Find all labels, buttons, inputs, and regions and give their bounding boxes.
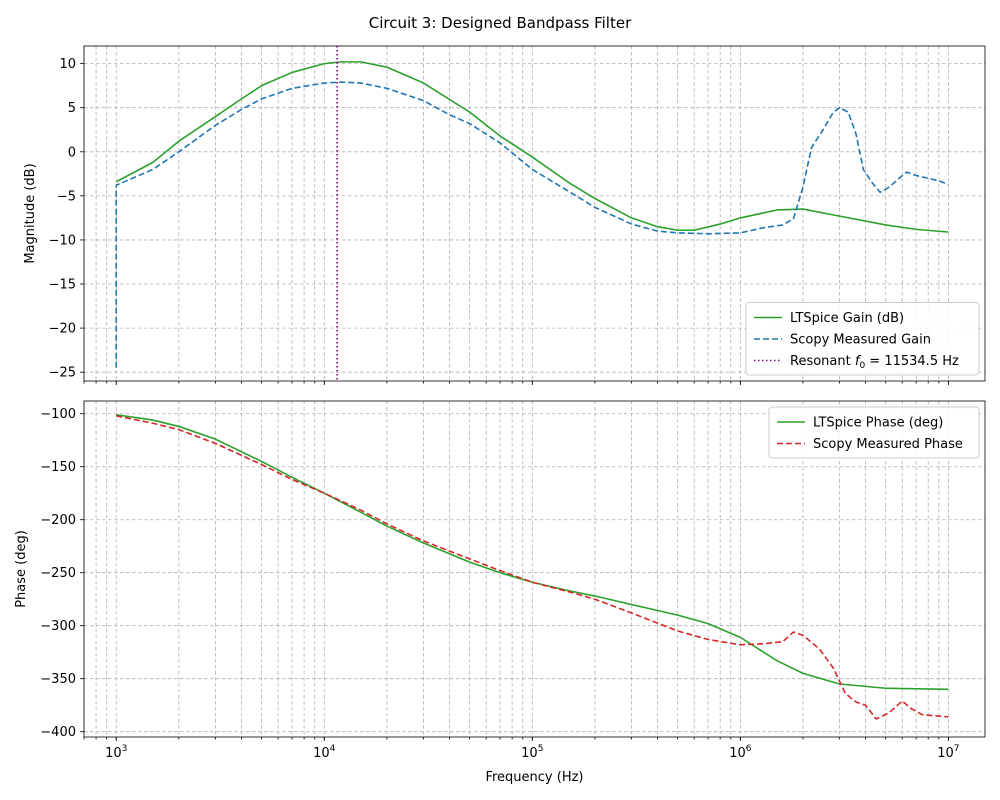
series-line-1	[116, 415, 949, 720]
figure-title: Circuit 3: Designed Bandpass Filter	[369, 14, 632, 32]
x-tick-label: 107	[937, 744, 959, 761]
x-tick-label: 104	[313, 744, 336, 761]
y-tick-label: 10	[59, 57, 76, 72]
legend-label: LTSpice Gain (dB)	[790, 311, 904, 326]
series-line-0	[115, 61, 949, 233]
y-tick-label: −250	[40, 566, 76, 581]
legend-box	[745, 302, 980, 376]
series-line-0	[116, 413, 949, 691]
y-tick-label: −100	[40, 407, 76, 422]
x-tick-label: 106	[729, 744, 752, 761]
y-tick-label: −300	[40, 619, 76, 634]
y-tick-label: −350	[40, 672, 76, 687]
y-tick-label: −5	[57, 189, 76, 204]
x-tick-label: 105	[521, 744, 543, 761]
y-tick-label: −25	[49, 366, 76, 381]
x-tick-label: 103	[105, 744, 127, 761]
legend: LTSpice Gain (dB) Scopy Measured Gain Reso…	[745, 302, 980, 376]
legend-label: Resonant f0 = 11534.5 Hz	[790, 354, 959, 371]
legend-label: Scopy Measured Phase	[813, 437, 963, 452]
y-tick-label: 5	[68, 101, 76, 116]
series-line-1	[115, 81, 949, 368]
y-tick-label: 0	[68, 145, 76, 160]
y-tick-label: −15	[49, 278, 76, 293]
legend-label: LTSpice Phase (deg)	[813, 416, 943, 431]
y-tick-label: −150	[40, 460, 76, 475]
phase-plot: −100 −150 −200 −250 −300 −350 −400 103 104 105 106…	[14, 400, 986, 785]
y-tick-label: −20	[49, 322, 76, 337]
y-tick-label: −200	[40, 513, 76, 528]
y-tick-label: −400	[40, 725, 76, 740]
y-axis-label: Phase (deg)	[14, 530, 29, 608]
x-axis-label: Frequency (Hz)	[485, 770, 583, 785]
legend-label: Scopy Measured Gain	[790, 333, 931, 348]
axes-frame	[83, 45, 986, 382]
axes-frame	[83, 400, 986, 738]
legend-box	[768, 406, 980, 459]
magnitude-plot: 10 5 0 −5 −10 −15 −20 −25 Magnitude (dB) LTSpice …	[23, 45, 986, 385]
y-axis-label: Magnitude (dB)	[23, 163, 38, 263]
legend: LTSpice Phase (deg) Scopy Measured Phase	[768, 406, 980, 459]
y-tick-label: −10	[49, 233, 76, 248]
